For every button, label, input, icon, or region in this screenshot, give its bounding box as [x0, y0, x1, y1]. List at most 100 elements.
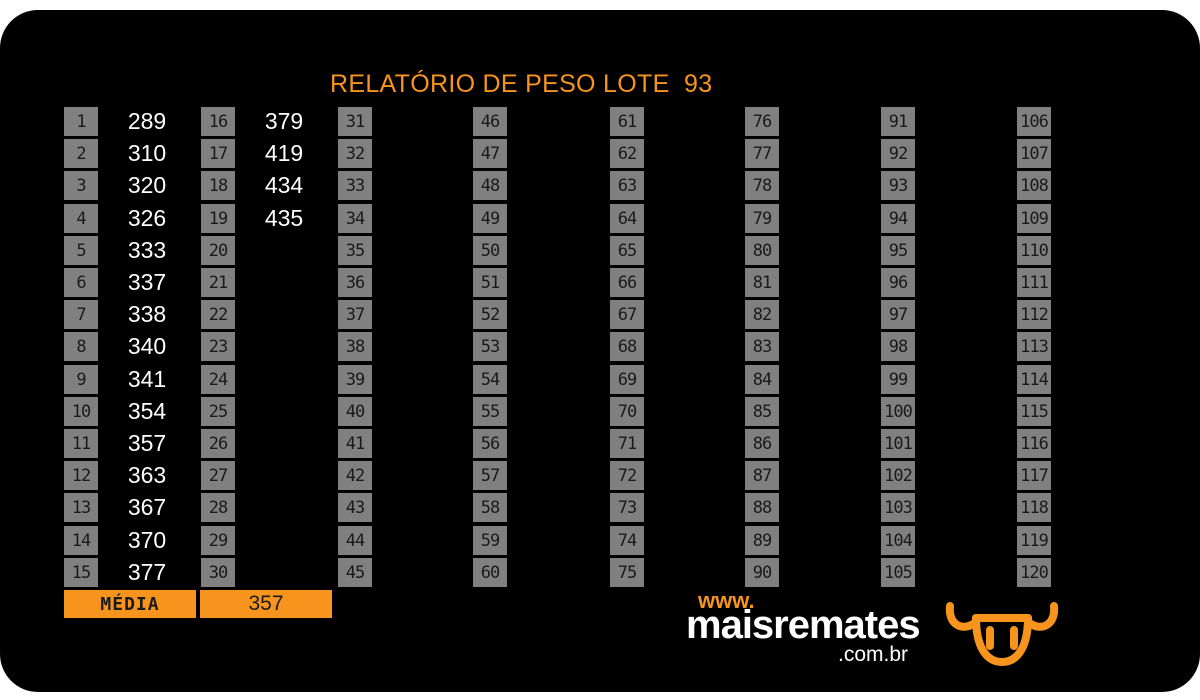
animal-number: 13 [64, 493, 98, 522]
animal-weight: 419 [264, 140, 304, 166]
animal-number: 15 [64, 558, 98, 587]
animal-number: 56 [473, 429, 507, 458]
animal-number: 54 [473, 365, 507, 394]
animal-number: 86 [745, 429, 779, 458]
animal-number: 33 [338, 171, 372, 200]
brand-tld: .com.br [838, 643, 909, 666]
animal-number: 45 [338, 558, 372, 587]
animal-weight: 363 [127, 462, 167, 488]
animal-weight: 341 [127, 366, 167, 392]
animal-number: 25 [201, 397, 235, 426]
animal-number: 26 [201, 429, 235, 458]
animal-number: 65 [610, 236, 644, 265]
animal-weight: 338 [127, 301, 167, 327]
animal-number: 17 [201, 139, 235, 168]
animal-number: 88 [745, 493, 779, 522]
animal-number: 72 [610, 461, 644, 490]
animal-weight: 320 [127, 172, 167, 198]
animal-number: 120 [1017, 558, 1051, 587]
animal-number: 90 [745, 558, 779, 587]
animal-number: 98 [881, 332, 915, 361]
animal-weight: 435 [264, 205, 304, 231]
animal-number: 11 [64, 429, 98, 458]
animal-number: 21 [201, 268, 235, 297]
animal-weight: 377 [127, 559, 167, 585]
animal-number: 67 [610, 300, 644, 329]
animal-number: 10 [64, 397, 98, 426]
animal-number: 119 [1017, 526, 1051, 555]
animal-weight: 379 [264, 108, 304, 134]
animal-number: 79 [745, 204, 779, 233]
animal-number: 107 [1017, 139, 1051, 168]
animal-number: 28 [201, 493, 235, 522]
animal-number: 113 [1017, 332, 1051, 361]
animal-number: 55 [473, 397, 507, 426]
animal-number: 77 [745, 139, 779, 168]
animal-number: 48 [473, 171, 507, 200]
animal-number: 108 [1017, 171, 1051, 200]
animal-number: 51 [473, 268, 507, 297]
animal-number: 35 [338, 236, 372, 265]
animal-number: 101 [881, 429, 915, 458]
animal-number: 18 [201, 171, 235, 200]
animal-number: 4 [64, 204, 98, 233]
brand-www: www. [698, 588, 755, 613]
animal-number: 73 [610, 493, 644, 522]
animal-number: 47 [473, 139, 507, 168]
animal-number: 19 [201, 204, 235, 233]
animal-number: 38 [338, 332, 372, 361]
animal-number: 30 [201, 558, 235, 587]
animal-number: 1 [64, 107, 98, 136]
animal-number: 42 [338, 461, 372, 490]
animal-number: 74 [610, 526, 644, 555]
animal-number: 2 [64, 139, 98, 168]
animal-number: 64 [610, 204, 644, 233]
animal-weight: 333 [127, 237, 167, 263]
animal-number: 69 [610, 365, 644, 394]
animal-weight: 289 [127, 108, 167, 134]
animal-number: 9 [64, 365, 98, 394]
animal-number: 105 [881, 558, 915, 587]
animal-number: 29 [201, 526, 235, 555]
animal-number: 106 [1017, 107, 1051, 136]
animal-number: 100 [881, 397, 915, 426]
animal-number: 24 [201, 365, 235, 394]
animal-number: 62 [610, 139, 644, 168]
animal-number: 104 [881, 526, 915, 555]
animal-number: 102 [881, 461, 915, 490]
animal-number: 111 [1017, 268, 1051, 297]
animal-number: 40 [338, 397, 372, 426]
animal-number: 70 [610, 397, 644, 426]
animal-number: 12 [64, 461, 98, 490]
animal-number: 57 [473, 461, 507, 490]
animal-number: 68 [610, 332, 644, 361]
animal-weight: 337 [127, 269, 167, 295]
animal-number: 84 [745, 365, 779, 394]
animal-weight: 340 [127, 333, 167, 359]
animal-number: 80 [745, 236, 779, 265]
animal-number: 23 [201, 332, 235, 361]
animal-number: 32 [338, 139, 372, 168]
animal-number: 43 [338, 493, 372, 522]
animal-number: 78 [745, 171, 779, 200]
animal-number: 63 [610, 171, 644, 200]
animal-number: 96 [881, 268, 915, 297]
animal-number: 16 [201, 107, 235, 136]
animal-number: 14 [64, 526, 98, 555]
animal-number: 116 [1017, 429, 1051, 458]
animal-weight: 357 [127, 430, 167, 456]
animal-number: 114 [1017, 365, 1051, 394]
animal-number: 75 [610, 558, 644, 587]
animal-number: 81 [745, 268, 779, 297]
animal-number: 87 [745, 461, 779, 490]
animal-number: 85 [745, 397, 779, 426]
animal-number: 103 [881, 493, 915, 522]
animal-number: 34 [338, 204, 372, 233]
animal-number: 39 [338, 365, 372, 394]
animal-number: 89 [745, 526, 779, 555]
animal-number: 41 [338, 429, 372, 458]
animal-weight: 367 [127, 494, 167, 520]
animal-number: 46 [473, 107, 507, 136]
animal-number: 95 [881, 236, 915, 265]
animal-number: 76 [745, 107, 779, 136]
